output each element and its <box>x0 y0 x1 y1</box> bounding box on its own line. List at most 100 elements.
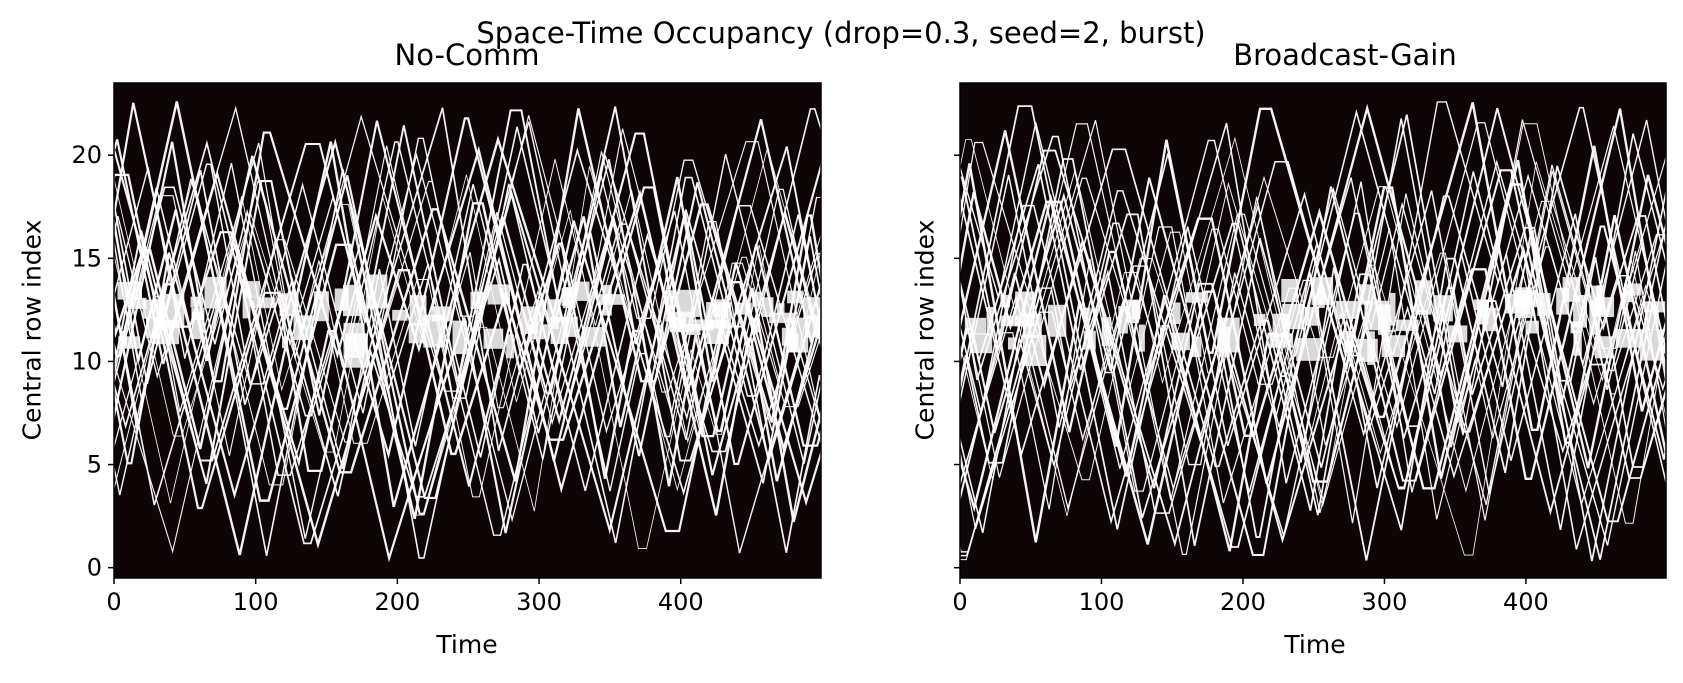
broadcast-gain-center-occupancy-block <box>1476 301 1489 325</box>
no-comm-center-occupancy-block <box>365 274 388 309</box>
broadcast-gain-center-occupancy-block <box>1282 303 1305 330</box>
broadcast-gain-center-occupancy-block <box>1083 330 1096 350</box>
no-comm-center-occupancy-block <box>561 288 570 306</box>
broadcast-gain-center-occupancy-block <box>1357 338 1378 362</box>
no-comm-center-occupancy-block <box>127 297 147 309</box>
no-comm-center-occupancy-block <box>665 290 676 322</box>
no-comm-agent-trace <box>114 189 821 549</box>
right-panel-title: Broadcast-Gain <box>1233 38 1457 72</box>
no-comm-x-tick-label: 200 <box>374 588 420 616</box>
no-comm-center-occupancy-block <box>153 299 165 331</box>
broadcast-gain-x-tick-label: 300 <box>1362 588 1408 616</box>
broadcast-gain-agent-trace <box>960 101 1666 469</box>
no-comm-center-occupancy-block <box>279 293 299 317</box>
no-comm-center-occupancy-block <box>409 295 427 326</box>
no-comm-x-tick-label: 400 <box>658 588 704 616</box>
no-comm-center-occupancy-block <box>751 317 760 333</box>
no-comm-center-occupancy-block <box>423 314 446 348</box>
broadcast-gain-center-occupancy-block <box>1378 304 1391 335</box>
broadcast-gain-agent-trace <box>960 159 1666 557</box>
broadcast-gain-center-occupancy-block <box>1171 332 1190 351</box>
broadcast-gain-center-occupancy-block <box>964 317 987 335</box>
no-comm-center-occupancy-block <box>787 290 803 304</box>
no-comm-y-tick-label: 10 <box>71 347 102 375</box>
no-comm-agent-trace <box>114 126 821 559</box>
no-comm-center-occupancy-block <box>431 306 452 322</box>
broadcast-gain-center-occupancy-block <box>1138 324 1145 352</box>
no-comm-agent-trace <box>114 121 821 496</box>
broadcast-gain-center-occupancy-block <box>1000 315 1020 327</box>
no-comm-center-occupancy-block <box>253 297 276 309</box>
broadcast-gain-center-occupancy-block <box>1573 295 1587 328</box>
broadcast-gain-center-occupancy-block <box>1082 307 1091 321</box>
no-comm-center-occupancy-block <box>343 284 362 317</box>
no-comm-agent-trace <box>114 107 821 553</box>
no-comm-center-occupancy-block <box>483 328 504 349</box>
broadcast-gain-center-occupancy-block <box>1000 294 1010 308</box>
no-comm-center-occupancy-block <box>506 334 514 359</box>
left-panel-title: No-Comm <box>394 38 540 72</box>
no-comm-center-occupancy-block <box>769 312 794 324</box>
no-comm-center-occupancy-block <box>752 291 762 307</box>
no-comm-axes-frame <box>113 82 822 579</box>
broadcast-gain-center-occupancy-block <box>1048 304 1067 337</box>
no-comm-center-occupancy-block <box>776 303 785 315</box>
no-comm-center-occupancy-block <box>547 299 561 323</box>
no-comm-center-occupancy-block <box>803 297 821 320</box>
broadcast-gain-center-occupancy-block <box>1396 319 1419 331</box>
broadcast-gain-center-occupancy-block <box>1504 293 1531 314</box>
no-comm-agent-trace <box>114 118 821 462</box>
no-comm-y-tick-label: 15 <box>71 244 102 272</box>
no-comm-center-occupancy-block <box>565 316 578 337</box>
no-comm-center-occupancy-block <box>293 315 313 340</box>
broadcast-gain-center-occupancy-block <box>1218 326 1230 358</box>
broadcast-gain-center-occupancy-block <box>1191 336 1202 357</box>
no-comm-x-tick-label: 300 <box>516 588 562 616</box>
broadcast-gain-center-occupancy-block <box>1589 300 1601 335</box>
no-comm-y-tick-label: 5 <box>87 451 102 479</box>
broadcast-gain-center-occupancy-block <box>1015 291 1035 327</box>
no-comm-center-occupancy-block <box>761 297 774 317</box>
no-comm-center-occupancy-block <box>713 299 729 317</box>
broadcast-gain-x-tick-label: 0 <box>952 588 967 616</box>
no-comm-center-occupancy-block <box>343 322 365 358</box>
broadcast-gain-center-occupancy-block <box>1381 335 1406 357</box>
broadcast-gain-center-occupancy-block <box>969 333 993 354</box>
broadcast-gain-center-occupancy-block <box>1101 317 1112 346</box>
no-comm-center-occupancy-block <box>550 318 559 330</box>
broadcast-gain-center-occupancy-block <box>1643 301 1666 313</box>
no-comm-center-occupancy-block <box>142 299 156 319</box>
broadcast-gain-center-occupancy-block <box>1008 337 1016 350</box>
broadcast-gain-center-occupancy-block <box>1595 336 1613 359</box>
no-comm-center-occupancy-block <box>487 284 510 305</box>
broadcast-gain-center-occupancy-block <box>1389 292 1396 326</box>
no-comm-center-occupancy-block <box>392 309 408 321</box>
broadcast-gain-center-occupancy-block <box>1556 287 1570 315</box>
no-comm-center-occupancy-block <box>204 276 227 309</box>
no-comm-center-occupancy-block <box>313 291 329 322</box>
no-comm-agent-trace <box>114 141 821 554</box>
broadcast-gain-center-occupancy-block <box>1343 330 1354 352</box>
no-comm-center-occupancy-block <box>408 322 424 344</box>
no-comm-agent-trace <box>114 120 821 487</box>
no-comm-center-occupancy-block <box>574 281 590 301</box>
no-comm-y-tick-label: 20 <box>71 141 102 169</box>
broadcast-gain-center-occupancy-block <box>1335 300 1359 319</box>
broadcast-gain-agent-trace <box>960 164 1666 511</box>
broadcast-gain-occupancy-traces <box>960 101 1666 562</box>
no-comm-center-occupancy-block <box>452 320 467 355</box>
broadcast-gain-agent-trace <box>960 149 1666 561</box>
no-comm-center-occupancy-block <box>242 288 251 319</box>
no-comm-center-occupancy-block <box>685 323 701 335</box>
right-x-axis-label: Time <box>1284 630 1346 659</box>
broadcast-gain-center-occupancy-block <box>986 306 994 336</box>
no-comm-center-occupancy-block <box>673 317 686 332</box>
no-comm-center-occupancy-block <box>117 281 142 300</box>
broadcast-gain-center-occupancy-block <box>1473 299 1489 310</box>
broadcast-gain-center-occupancy-block <box>1447 325 1468 343</box>
no-comm-y-tick-label: 0 <box>87 554 102 582</box>
figure-suptitle: Space-Time Occupancy (drop=0.3, seed=2, … <box>476 16 1206 50</box>
